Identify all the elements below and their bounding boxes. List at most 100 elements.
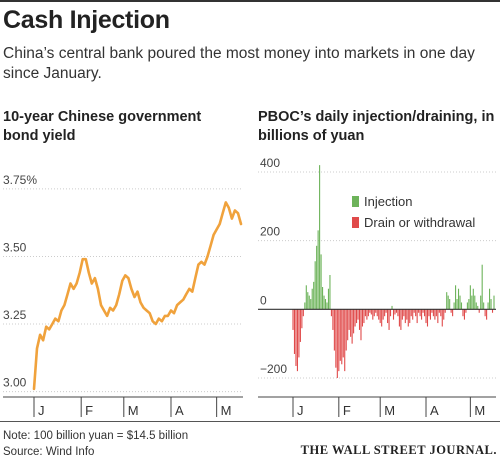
pboc-injection-bar [447,295,449,310]
pboc-month-label: M [474,403,485,418]
pboc-drain-bar [295,309,297,366]
pboc-injection-bar [307,292,309,310]
pboc-drain-bar [388,309,390,330]
pboc-injection-bar [326,302,328,310]
pboc-drain-bar [400,309,402,330]
pboc-drain-bar [338,309,340,372]
bond-y-tick-label: 3.50 [3,240,27,254]
pboc-injection-bar [329,275,331,310]
pboc-drain-bar [392,309,395,320]
pboc-drain-bar [361,309,364,327]
pboc-drain-bar [428,309,430,317]
pboc-drain-bar [358,309,361,330]
pboc-drain-bar [444,309,446,313]
pboc-drain-bar [342,309,344,358]
pboc-drain-bar [375,309,377,313]
pboc-drain-bar [384,309,386,317]
pboc-drain-bar [350,309,352,337]
pboc-drain-bar [431,309,433,313]
pboc-injection-bar [475,302,477,310]
pboc-injection-bar [314,261,316,310]
top-rule [0,0,500,2]
pboc-injection-bar [391,305,393,310]
pboc-injection-bar [468,299,470,310]
pboc-injection-bar [493,295,495,310]
pboc-drain-bar [302,309,304,317]
pboc-drain-bar [465,309,467,313]
footer-rule [0,421,500,422]
pboc-drain-bar [366,309,368,320]
pboc-injection-bar [446,292,448,310]
pboc-drain-bar [369,309,371,313]
pboc-drain-bar [330,309,332,317]
pboc-drain-bar [394,309,396,315]
page-subtitle: China’s central bank poured the most mon… [3,45,475,82]
pboc-injection-bar [460,302,463,310]
legend-injection-label: Injection [364,194,412,209]
pboc-drain-bar [372,309,374,320]
pboc-injection-bar [311,288,313,310]
pboc-drain-bar [463,309,465,320]
pboc-injection-bar [487,302,489,310]
pboc-drain-bar [364,309,366,317]
pboc-chart-title: PBOC’s daily injection/draining, in bill… [258,109,495,144]
pboc-drain-bar [412,309,414,320]
pboc-drain-bar [351,309,353,344]
pboc-drain-bar [389,309,392,317]
pboc-month-label: F [343,403,351,418]
pboc-injection-bar [455,285,457,310]
pboc-injection-bar [459,295,461,310]
page-title: Cash Injection [3,6,170,34]
pboc-injection-bar [327,288,330,310]
pboc-drain-bar [373,309,375,317]
pboc-injection-bar [483,302,485,310]
pboc-drain-bar [437,309,439,324]
pboc-drain-bar [478,309,480,313]
pboc-drain-bar [432,309,434,317]
pboc-drain-bar [379,309,381,324]
pboc-drain-bar [419,309,421,317]
pboc-drain-bar [462,309,464,317]
pboc-drain-bar [363,309,365,324]
bond-month-label: M [128,403,139,418]
pboc-injection-bar [449,299,451,310]
pboc-drain-bar [357,309,359,320]
pboc-drain-bar [299,309,301,342]
pboc-injection-bar [474,295,476,310]
pboc-drain-bar [367,309,369,317]
legend-drain-label: Drain or withdrawal [364,215,475,230]
pboc-injection-bar [317,230,319,310]
pboc-y-tick-label: 400 [260,156,280,170]
pboc-injection-bar [322,287,324,310]
bond-yield-line [32,201,243,391]
pboc-injection-bar [323,295,325,310]
pboc-drain-bar [395,309,398,313]
pboc-drain-bar [344,309,346,372]
pboc-drain-bar [421,309,423,320]
pboc-drain-bar [292,309,294,330]
pboc-drain-bar [356,309,358,324]
pboc-injection-bar [457,288,460,310]
pboc-month-label: M [384,403,395,418]
pboc-drain-bar [443,309,445,320]
pboc-drain-bar [484,309,486,317]
pboc-drain-bar [435,309,437,317]
pboc-drain-bar [360,309,362,341]
pboc-drain-bar [335,309,337,368]
pboc-injection-bar [490,299,492,310]
pboc-drain-bar [415,309,417,317]
pboc-drain-bar [387,309,389,324]
pboc-drain-bar [410,309,412,317]
pboc-drain-bar [301,309,303,329]
pboc-drain-bar [345,309,347,351]
pboc-injection-bar [469,285,471,310]
pboc-drain-bar [339,309,341,361]
pboc-drain-bar [422,309,424,313]
bond-y-tick-label: 3.75% [3,173,37,187]
pboc-y-tick-label: 0 [260,293,267,307]
pboc-drain-bar [378,309,380,320]
pboc-drain-bar [452,309,454,317]
pboc-drain-bar [353,309,355,334]
pboc-drain-bar [486,309,488,320]
